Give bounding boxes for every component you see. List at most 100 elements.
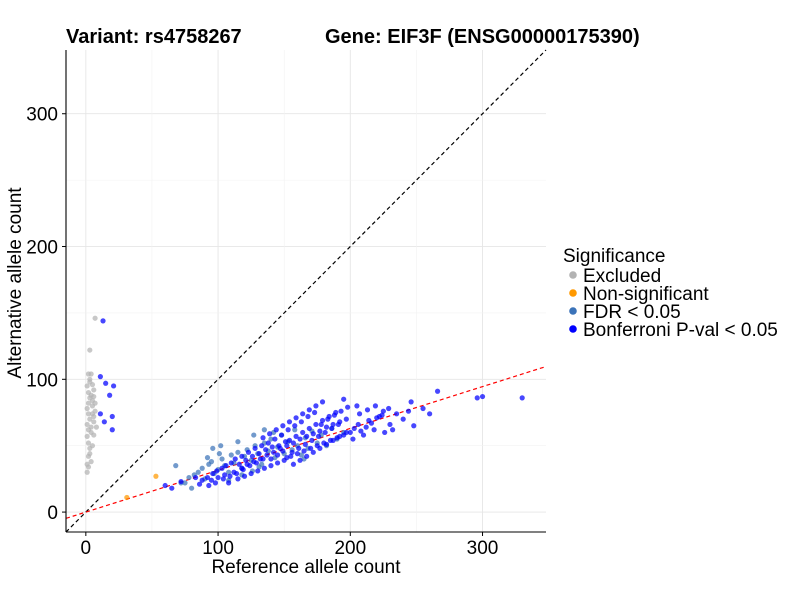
point-bonferroni-p-val-0-05: [239, 453, 245, 459]
legend-label-excluded: Excluded: [583, 266, 661, 287]
point-bonferroni-p-val-0-05: [111, 383, 117, 389]
point-bonferroni-p-val-0-05: [408, 399, 414, 405]
point-bonferroni-p-val-0-05: [233, 470, 240, 477]
point-fdr-0-05: [189, 485, 195, 491]
point-excluded: [91, 387, 97, 393]
point-excluded: [92, 315, 98, 321]
point-excluded: [87, 347, 93, 353]
point-bonferroni-p-val-0-05: [253, 460, 260, 466]
point-fdr-0-05: [261, 427, 267, 433]
point-bonferroni-p-val-0-05: [212, 480, 219, 486]
point-bonferroni-p-val-0-05: [474, 395, 480, 401]
point-fdr-0-05: [219, 456, 225, 462]
point-bonferroni-p-val-0-05: [479, 393, 486, 400]
point-bonferroni-p-val-0-05: [317, 445, 323, 451]
point-bonferroni-p-val-0-05: [304, 453, 310, 459]
point-bonferroni-p-val-0-05: [310, 431, 316, 437]
point-bonferroni-p-val-0-05: [97, 411, 103, 417]
point-bonferroni-p-val-0-05: [290, 440, 297, 446]
point-bonferroni-p-val-0-05: [313, 403, 319, 409]
point-bonferroni-p-val-0-05: [354, 403, 360, 409]
point-bonferroni-p-val-0-05: [265, 440, 271, 446]
legend-key-excluded: [569, 271, 577, 279]
point-bonferroni-p-val-0-05: [232, 456, 238, 462]
point-bonferroni-p-val-0-05: [103, 380, 109, 386]
point-bonferroni-p-val-0-05: [309, 437, 315, 443]
point-bonferroni-p-val-0-05: [343, 429, 349, 436]
point-fdr-0-05: [182, 480, 188, 486]
y-tick-label: 200: [26, 238, 58, 259]
point-bonferroni-p-val-0-05: [427, 411, 433, 417]
point-bonferroni-p-val-0-05: [248, 470, 254, 477]
point-bonferroni-p-val-0-05: [241, 473, 248, 479]
point-excluded: [84, 433, 90, 439]
point-bonferroni-p-val-0-05: [434, 388, 441, 394]
point-bonferroni-p-val-0-05: [208, 477, 215, 483]
point-bonferroni-p-val-0-05: [372, 403, 379, 409]
point-bonferroni-p-val-0-05: [206, 482, 212, 489]
point-bonferroni-p-val-0-05: [364, 407, 371, 413]
legend: Significance ExcludedNon-significantFDR …: [563, 246, 778, 341]
point-excluded: [88, 424, 94, 430]
point-bonferroni-p-val-0-05: [284, 443, 290, 449]
point-bonferroni-p-val-0-05: [271, 449, 277, 455]
point-bonferroni-p-val-0-05: [351, 425, 357, 432]
point-bonferroni-p-val-0-05: [297, 457, 303, 463]
point-bonferroni-p-val-0-05: [343, 416, 349, 422]
point-excluded: [85, 464, 92, 470]
point-bonferroni-p-val-0-05: [249, 453, 256, 459]
point-bonferroni-p-val-0-05: [109, 427, 115, 433]
chart-title-variant: Variant: rs4758267: [66, 26, 242, 48]
point-bonferroni-p-val-0-05: [243, 457, 249, 463]
point-bonferroni-p-val-0-05: [350, 436, 356, 442]
point-excluded: [87, 416, 93, 422]
reference-lines: [65, 49, 547, 533]
point-bonferroni-p-val-0-05: [286, 419, 293, 425]
point-bonferroni-p-val-0-05: [347, 429, 353, 436]
point-fdr-0-05: [199, 465, 205, 471]
point-bonferroni-p-val-0-05: [306, 407, 312, 413]
point-fdr-0-05: [204, 455, 211, 461]
point-bonferroni-p-val-0-05: [274, 452, 281, 458]
point-bonferroni-p-val-0-05: [323, 441, 330, 447]
point-bonferroni-p-val-0-05: [261, 465, 267, 471]
point-bonferroni-p-val-0-05: [273, 427, 279, 433]
point-bonferroni-p-val-0-05: [107, 392, 113, 398]
point-bonferroni-p-val-0-05: [300, 411, 306, 417]
point-bonferroni-p-val-0-05: [311, 409, 318, 416]
point-bonferroni-p-val-0-05: [219, 465, 225, 471]
point-fdr-0-05: [186, 474, 192, 481]
point-bonferroni-p-val-0-05: [341, 396, 347, 402]
point-bonferroni-p-val-0-05: [368, 420, 375, 426]
point-bonferroni-p-val-0-05: [294, 451, 301, 457]
point-bonferroni-p-val-0-05: [269, 444, 275, 450]
point-excluded: [91, 393, 97, 400]
point-bonferroni-p-val-0-05: [420, 405, 426, 412]
point-excluded: [91, 419, 97, 425]
y-axis-label: Alternative allele count: [5, 187, 26, 379]
point-bonferroni-p-val-0-05: [319, 399, 326, 405]
point-bonferroni-p-val-0-05: [306, 425, 312, 432]
point-excluded: [85, 400, 92, 406]
point-bonferroni-p-val-0-05: [293, 433, 299, 439]
point-bonferroni-p-val-0-05: [393, 411, 400, 417]
point-bonferroni-p-val-0-05: [196, 481, 203, 487]
point-bonferroni-p-val-0-05: [330, 437, 336, 443]
point-bonferroni-p-val-0-05: [304, 433, 310, 439]
point-bonferroni-p-val-0-05: [100, 318, 106, 324]
point-excluded: [89, 411, 96, 417]
point-bonferroni-p-val-0-05: [290, 461, 297, 467]
point-fdr-0-05: [173, 463, 179, 469]
point-bonferroni-p-val-0-05: [358, 428, 364, 434]
point-bonferroni-p-val-0-05: [322, 429, 328, 436]
point-bonferroni-p-val-0-05: [289, 449, 295, 455]
point-bonferroni-p-val-0-05: [330, 421, 336, 428]
point-excluded: [84, 421, 90, 428]
point-non-significant: [153, 473, 159, 479]
point-bonferroni-p-val-0-05: [300, 429, 306, 436]
point-bonferroni-p-val-0-05: [192, 474, 199, 481]
point-bonferroni-p-val-0-05: [260, 456, 266, 462]
point-bonferroni-p-val-0-05: [313, 421, 319, 428]
point-bonferroni-p-val-0-05: [282, 439, 289, 445]
point-bonferroni-p-val-0-05: [245, 449, 252, 455]
